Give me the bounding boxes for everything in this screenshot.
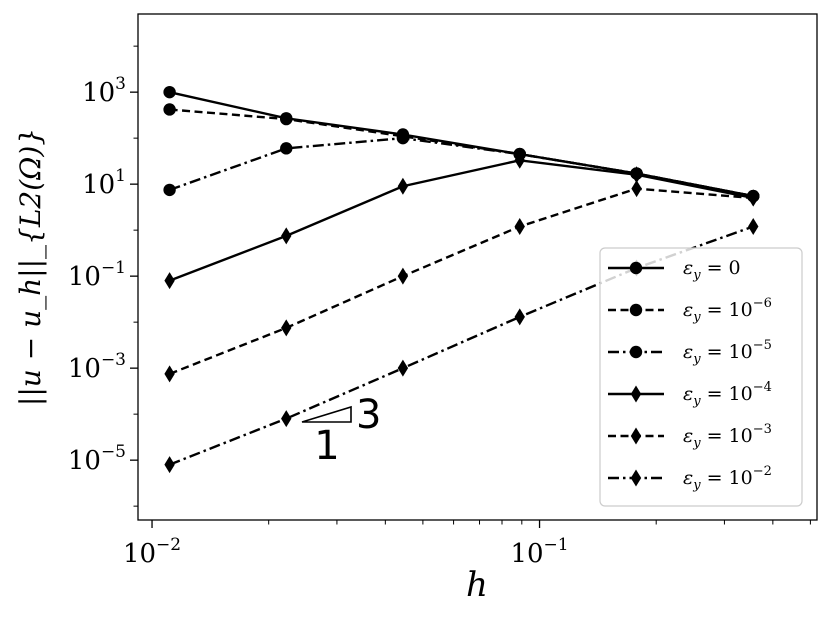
legend-entry: εy = 10−5 — [608, 338, 772, 367]
data-point — [164, 456, 175, 474]
legend-label: εy = 10−6 — [683, 296, 772, 325]
legend-marker — [630, 469, 642, 487]
legend-marker — [630, 427, 642, 445]
legend-label: εy = 0 — [683, 257, 741, 283]
y-tick-label: 10−1 — [68, 258, 126, 292]
data-point — [281, 227, 292, 245]
x-tick-label: 10−2 — [123, 535, 181, 569]
data-point — [631, 166, 642, 184]
series-line-5 — [169, 187, 754, 376]
legend-label: εy = 10−3 — [683, 422, 772, 451]
y-tick-label: 10−5 — [68, 442, 126, 476]
series-5 — [164, 180, 759, 383]
legend-label: εy = 10−2 — [683, 464, 772, 493]
data-point — [396, 131, 410, 145]
plot-frame — [137, 13, 818, 521]
data-point — [397, 359, 409, 377]
legend-entry: εy = 10−4 — [608, 380, 772, 409]
data-point — [514, 151, 525, 169]
legend: εy = 0 εy = 10−6 εy = 10−5 εy = 10−4 εy = 10… — [599, 247, 803, 507]
legend-entry: εy = 10−2 — [608, 464, 772, 493]
legend-entry: εy = 0 — [608, 257, 741, 283]
data-point — [397, 267, 409, 285]
data-point — [281, 410, 292, 428]
legend-frame — [599, 247, 803, 507]
slope-triangle-shape — [301, 405, 352, 423]
legend-entry: εy = 10−3 — [608, 422, 772, 451]
legend-marker — [629, 345, 643, 359]
data-point — [631, 180, 642, 198]
data-point — [397, 177, 409, 195]
y-tick-label: 10−3 — [68, 350, 126, 384]
y-axis-label: ||u − u_h||_{L2(Ω)} — [14, 128, 47, 406]
legend-entry: εy = 10−6 — [608, 296, 772, 325]
slope-triangle: 13 — [301, 392, 381, 469]
legend-marker — [629, 303, 643, 317]
series-line-6 — [169, 225, 754, 466]
data-point — [748, 189, 759, 207]
series-line-4 — [169, 159, 754, 282]
data-point — [280, 142, 293, 155]
axes-layer: 10−2 10−1 103 101 10−1 10−3 10−5 — [68, 45, 811, 569]
data-point — [164, 365, 175, 383]
data-point — [514, 218, 525, 236]
legend-label: εy = 10−5 — [683, 338, 772, 367]
slope-rise-label: 3 — [356, 392, 381, 438]
y-tick-label: 103 — [82, 74, 126, 108]
data-point — [164, 272, 175, 290]
series-line-3 — [169, 136, 754, 198]
data-point — [748, 218, 759, 236]
data-point — [281, 319, 292, 337]
data-point — [514, 308, 525, 326]
legend-marker — [630, 385, 642, 403]
x-tick-label: 10−1 — [510, 535, 568, 569]
slope-run-label: 1 — [314, 423, 339, 469]
data-point — [280, 112, 293, 126]
data-point — [163, 183, 176, 197]
y-tick-label: 101 — [82, 166, 126, 200]
legend-marker — [629, 261, 643, 275]
series-layer — [163, 85, 760, 474]
data-point — [163, 85, 176, 99]
x-axis-label: h — [466, 565, 488, 605]
legend-label: εy = 10−4 — [683, 380, 772, 409]
data-point — [163, 103, 176, 116]
